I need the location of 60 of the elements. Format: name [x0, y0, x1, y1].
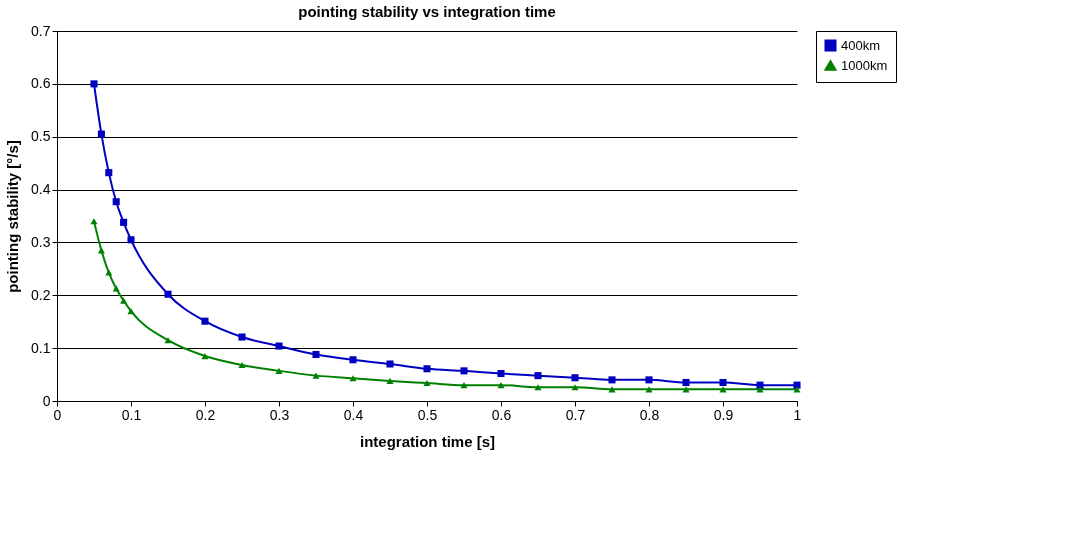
- point: [497, 382, 505, 389]
- x-tick-label: 0.8: [639, 406, 660, 423]
- x-tick-label: 0.6: [491, 406, 512, 423]
- x-tick-label: 0.1: [121, 406, 142, 423]
- y-tick-label: 0: [42, 392, 51, 409]
- legend-label: 400km: [841, 37, 881, 53]
- point: [238, 362, 246, 369]
- point: [386, 360, 394, 368]
- point: [460, 367, 468, 375]
- y-tick-label: 0.6: [31, 75, 51, 92]
- x-tick-label: 0.2: [195, 406, 216, 423]
- point: [164, 337, 172, 344]
- point: [120, 297, 128, 304]
- point: [90, 80, 98, 88]
- point: [105, 169, 113, 177]
- point: [534, 372, 542, 380]
- point: [423, 365, 431, 373]
- point: [201, 317, 209, 325]
- x-tick-label: 0.5: [417, 406, 438, 423]
- point: [127, 236, 135, 244]
- x-tick-label: 1: [793, 406, 802, 423]
- point: [423, 379, 431, 387]
- point: [793, 381, 801, 389]
- point: [756, 381, 764, 389]
- point: [349, 356, 357, 364]
- point: [164, 290, 172, 298]
- point: [608, 376, 616, 384]
- y-tick-label: 0.1: [31, 339, 51, 356]
- chart-title: pointing stability vs integration time: [298, 3, 556, 20]
- x-tick-label: 0.4: [343, 406, 364, 423]
- y-tick-label: 0.5: [31, 128, 51, 145]
- point: [238, 333, 246, 341]
- point: [112, 198, 120, 206]
- legend-label: 1000km: [841, 57, 888, 73]
- point: [460, 382, 468, 389]
- point: [645, 376, 653, 384]
- point: [719, 378, 727, 387]
- point: [275, 342, 283, 350]
- x-tick-label: 0.3: [269, 406, 290, 423]
- point: [201, 353, 209, 360]
- x-tick-label: 0: [53, 406, 62, 423]
- y-axis-title: pointing stability [°/s]: [4, 140, 22, 293]
- point: [386, 377, 394, 384]
- y-tick-label: 0.2: [31, 286, 51, 303]
- y-tick-label: 0.7: [31, 22, 51, 39]
- y-tick-label: 0.3: [31, 233, 51, 250]
- x-axis-title: integration time [s]: [359, 432, 496, 450]
- point: [275, 367, 283, 374]
- point: [97, 130, 105, 138]
- point: [105, 269, 113, 276]
- point: [127, 308, 135, 315]
- point: [312, 350, 320, 359]
- point: [571, 374, 579, 382]
- x-tick-label: 0.9: [713, 406, 734, 423]
- y-tick-label: 0.4: [31, 181, 51, 198]
- x-tick-label: 0.7: [565, 406, 586, 423]
- point: [120, 218, 128, 226]
- point: [682, 378, 690, 387]
- point: [312, 372, 320, 379]
- point: [497, 369, 505, 378]
